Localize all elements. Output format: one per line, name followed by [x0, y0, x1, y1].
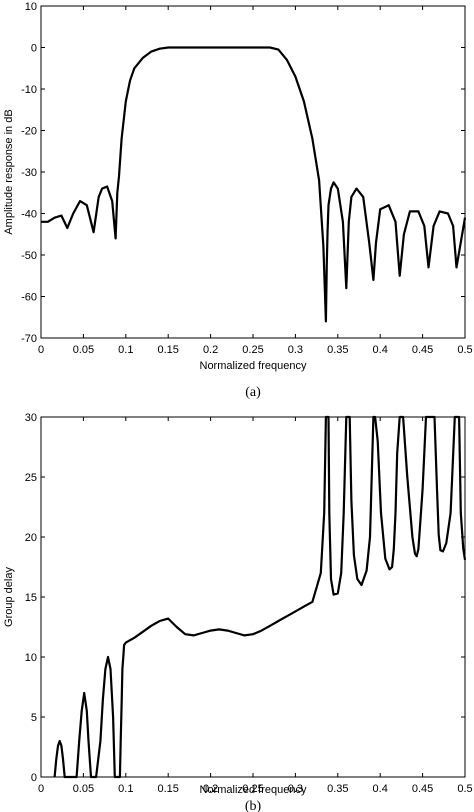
y-tick-label: 0 — [31, 772, 37, 784]
y-tick-label: -60 — [21, 292, 37, 304]
y-tick-label: -30 — [21, 167, 37, 179]
y-tick-label: 5 — [31, 712, 37, 724]
x-tick-label: 0.45 — [412, 783, 433, 795]
tick-marks — [40, 416, 466, 778]
x-tick-label: 0.3 — [288, 344, 303, 356]
x-tick-label: 0.4 — [373, 783, 388, 795]
series-line — [41, 46, 467, 323]
x-tick-label: 0.5 — [457, 783, 472, 795]
x-tick-label: 0.1 — [118, 783, 133, 795]
y-axis-label: Amplitude response in dB — [3, 109, 15, 234]
group-delay-panel: 0 0.05 0.1 0.15 0.2 0.25 0.3 0.35 0.4 0.45 0.5 30 25… — [3, 412, 473, 812]
x-tick-label: 0.3 — [288, 783, 303, 795]
y-tick-label: 20 — [25, 532, 37, 544]
plot-area-frame — [40, 416, 466, 778]
x-tick-label: 0.05 — [73, 783, 94, 795]
x-tick-label: 0.05 — [73, 344, 94, 356]
tick-marks — [40, 5, 466, 339]
x-axis-label: Normalized frequency — [200, 360, 307, 372]
x-tick-label: 0.2 — [203, 344, 218, 356]
y-tick-label: -10 — [21, 84, 37, 96]
x-tick-label: 0.35 — [327, 344, 348, 356]
y-tick-label: -40 — [21, 209, 37, 221]
amplitude-response-panel: 0 0.05 0.1 0.15 0.2 0.25 0.3 0.35 0.4 0.45 0.5100-… — [3, 1, 473, 400]
plot-area-frame — [40, 5, 466, 339]
series-line — [53, 415, 467, 779]
y-tick-label: 25 — [25, 472, 37, 484]
y-tick-label: -50 — [21, 250, 37, 262]
x-tick-label: 0.25 — [242, 783, 263, 795]
x-axis-label: Normalized frequency — [200, 784, 307, 796]
y-tick-label: 30 — [25, 412, 37, 424]
tick-labels: 0 0.05 0.1 0.15 0.2 0.25 0.3 0.35 0.4 0.45 0.5 30 25… — [25, 412, 473, 795]
y-tick-label: 10 — [25, 1, 37, 13]
y-axis-label: Group delay — [3, 567, 15, 627]
x-tick-label: 0.1 — [118, 344, 133, 356]
x-tick-label: 0.35 — [327, 783, 348, 795]
x-tick-label: 0.5 — [457, 344, 472, 356]
x-tick-label: 0.25 — [242, 344, 263, 356]
x-tick-label: 0.4 — [373, 344, 388, 356]
tick-labels: 0 0.05 0.1 0.15 0.2 0.25 0.3 0.35 0.4 0.45 0.5100-… — [21, 1, 473, 356]
y-tick-label: 10 — [25, 652, 37, 664]
x-tick-label: 0.45 — [412, 344, 433, 356]
x-tick-label: 0.15 — [157, 344, 178, 356]
x-tick-label: 0 — [38, 344, 44, 356]
y-tick-label: -70 — [21, 333, 37, 345]
panel-caption: (b) — [245, 799, 262, 812]
y-tick-label: -20 — [21, 126, 37, 138]
panel-caption: (a) — [245, 385, 261, 400]
x-tick-label: 0.15 — [157, 783, 178, 795]
x-tick-label: 0.2 — [203, 783, 218, 795]
y-tick-label: 15 — [25, 592, 37, 604]
x-tick-label: 0 — [38, 783, 44, 795]
y-tick-label: 0 — [31, 43, 37, 55]
